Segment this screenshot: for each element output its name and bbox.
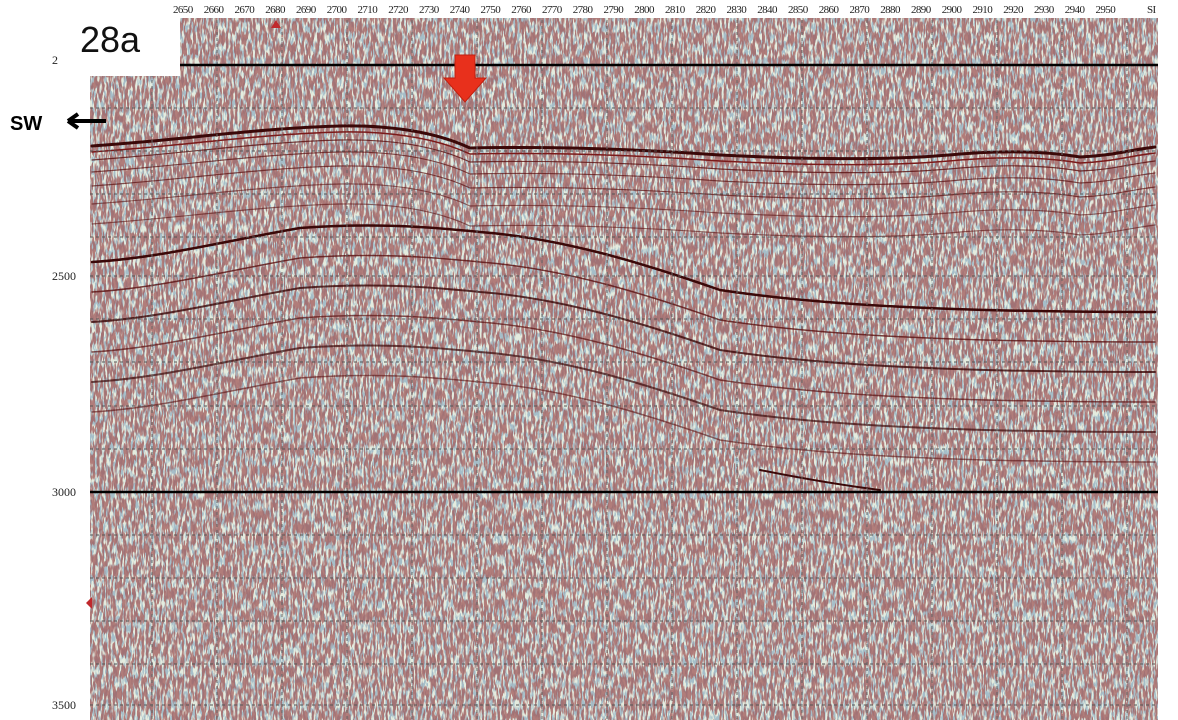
trace-label: 2680: [265, 4, 286, 16]
trace-label: 2670: [235, 4, 256, 16]
vertical-grid: [151, 20, 1128, 720]
trace-label: 2730: [419, 4, 440, 16]
trace-label: 2700: [327, 4, 348, 16]
trace-label: 2760: [511, 4, 532, 16]
time-label: 3500: [52, 698, 76, 712]
trace-label: 2950: [1096, 4, 1117, 16]
trace-label: 2900: [942, 4, 963, 16]
trace-labels: 2650 2660 2670 2680 2690 2700 2710 2720 2730 2740…: [173, 4, 1157, 16]
trace-label: 2830: [727, 4, 748, 16]
trace-header: [150, 0, 1160, 18]
time-labels: 2 2500 3000 3500: [52, 53, 76, 712]
trace-label: 2840: [757, 4, 778, 16]
trace-label: 2800: [634, 4, 655, 16]
trace-label: 2920: [1003, 4, 1024, 16]
noise-red: [90, 0, 1158, 720]
trace-label: 2650: [173, 4, 194, 16]
trace-label: 2720: [388, 4, 409, 16]
trace-label: 2770: [542, 4, 563, 16]
trace-label: 2930: [1034, 4, 1055, 16]
marker: [86, 597, 92, 609]
time-label: 2: [52, 53, 58, 67]
time-label: 2500: [52, 269, 76, 283]
panel-label: 28a: [80, 19, 141, 60]
trace-label: 2750: [481, 4, 502, 16]
red-arrow: [442, 54, 488, 103]
trace-label: 2660: [204, 4, 225, 16]
direction-label: SW: [10, 113, 42, 135]
trace-label: 2710: [358, 4, 379, 16]
trace-label: 2940: [1065, 4, 1086, 16]
time-label: 3000: [52, 485, 76, 499]
trace-label: 2910: [973, 4, 994, 16]
direction-arrow: [66, 112, 106, 130]
trace-label: 2850: [788, 4, 809, 16]
trace-label: 2790: [604, 4, 625, 16]
trace-label: 2810: [665, 4, 686, 16]
trace-label: 2890: [911, 4, 932, 16]
trace-label: 2780: [573, 4, 594, 16]
panel-label-box: [60, 0, 180, 76]
trace-label: 2690: [296, 4, 317, 16]
trace-label: 2860: [819, 4, 840, 16]
trace-label: 2740: [450, 4, 471, 16]
trace-label: 2880: [880, 4, 901, 16]
trace-label: 2870: [850, 4, 871, 16]
trace-label: 2820: [696, 4, 717, 16]
grid: [90, 107, 1158, 706]
marker: [271, 20, 281, 28]
trace-label: SI: [1147, 4, 1157, 16]
